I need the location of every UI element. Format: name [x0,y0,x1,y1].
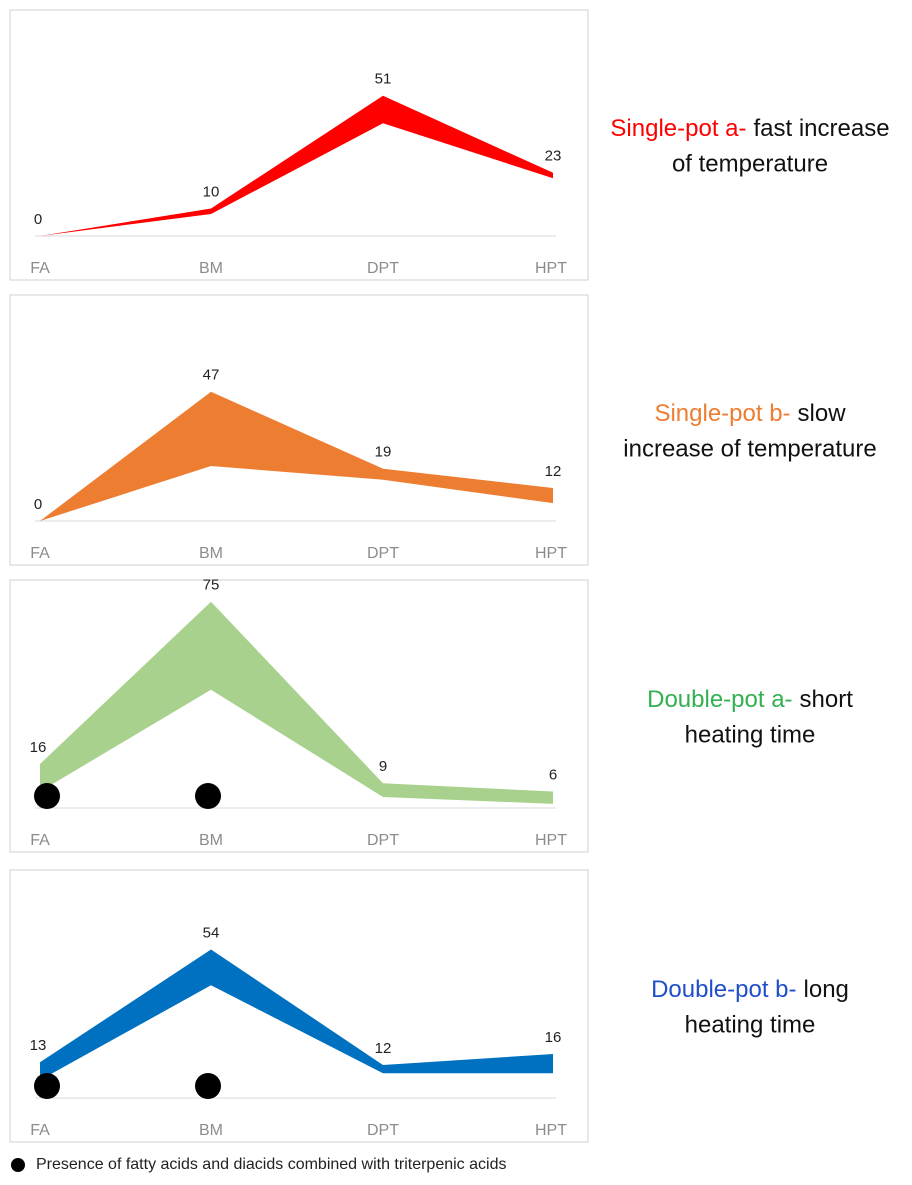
x-tick-label: BM [199,832,223,849]
title-lead: Single-pot a- [610,115,746,142]
data-label: 23 [545,148,562,165]
panel-title: Double-pot b-long [651,976,849,1003]
x-tick-label: FA [30,832,50,849]
x-tick-label: FA [30,1122,50,1139]
panel-frame [9,294,589,566]
data-label: 19 [375,444,392,461]
data-label: 12 [375,1040,392,1057]
presence-marker [34,1073,60,1099]
area-band [40,95,553,236]
area-band [40,391,553,521]
data-label: 0 [34,496,42,513]
title-line: slow [798,400,847,427]
presence-marker [34,783,60,809]
x-tick-label: BM [199,545,223,562]
panel-title-line: of temperature [672,150,828,177]
data-label: 16 [545,1029,562,1046]
x-tick-label: BM [199,1122,223,1139]
legend-marker [11,1158,25,1172]
x-tick-label: HPT [535,260,567,277]
panel-title-line: heating time [685,721,816,748]
data-label: 9 [379,758,387,775]
x-tick-label: FA [30,260,50,277]
x-tick-label: DPT [367,545,399,562]
panel-title-line: heating time [685,1011,816,1038]
panel-title: Single-pot a-fast increase [610,115,889,142]
panel-title-line: increase of temperature [623,435,876,462]
title-line: fast increase [754,115,890,142]
x-tick-label: HPT [535,545,567,562]
title-line: long [804,976,849,1003]
title-lead: Double-pot b- [651,976,796,1003]
x-tick-label: BM [199,260,223,277]
data-label: 47 [203,367,220,384]
area-band [40,949,553,1081]
data-label: 12 [545,463,562,480]
panel-title: Double-pot a-short [647,686,853,713]
x-tick-label: DPT [367,1122,399,1139]
title-lead: Double-pot a- [647,686,792,713]
data-label: 10 [203,183,220,200]
data-label: 54 [203,924,220,941]
panel-title: Single-pot b-slow [654,400,846,427]
title-line: short [800,686,854,713]
data-label: 6 [549,766,557,783]
data-label: 75 [203,577,220,594]
presence-marker [195,783,221,809]
data-label: 13 [30,1037,47,1054]
panel-frame [9,9,589,281]
area-band [40,601,553,804]
data-label: 0 [34,211,42,228]
legend-text: Presence of fatty acids and diacids comb… [36,1156,506,1173]
x-tick-label: DPT [367,832,399,849]
presence-marker [195,1073,221,1099]
x-tick-label: DPT [367,260,399,277]
data-label: 51 [375,71,392,88]
data-label: 16 [30,739,47,756]
panel-frame [9,869,589,1143]
x-tick-label: FA [30,545,50,562]
x-tick-label: HPT [535,832,567,849]
x-tick-label: HPT [535,1122,567,1139]
title-lead: Single-pot b- [654,400,790,427]
